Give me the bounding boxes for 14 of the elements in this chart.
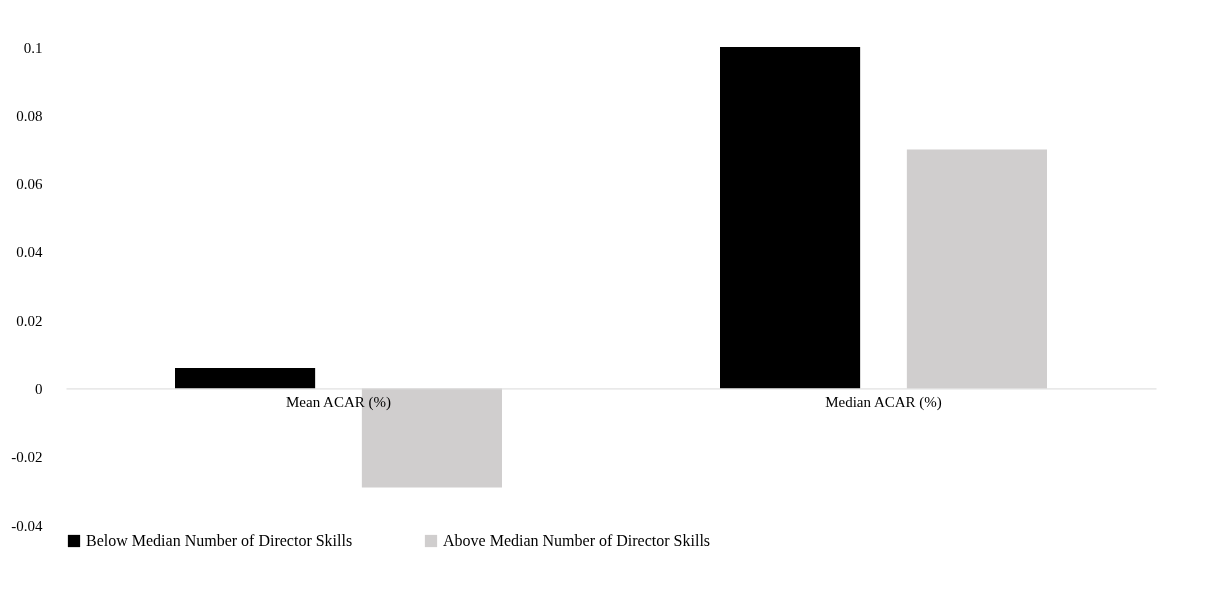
legend-label: Above Median Number of Director Skills [443, 532, 711, 549]
y-tick-label: 0.02 [16, 312, 43, 329]
bar [720, 47, 861, 389]
y-tick-label: 0.08 [16, 107, 43, 124]
y-tick-label: 0.04 [16, 244, 43, 261]
y-tick-label: 0.1 [23, 39, 43, 56]
x-tick-label: Mean ACAR (%) [286, 393, 391, 411]
y-tick-label: 0.06 [16, 176, 43, 193]
bar [175, 367, 316, 389]
legend-label: Below Median Number of Director Skills [86, 532, 353, 549]
y-tick-label: -0.04 [11, 517, 43, 534]
y-tick-label: -0.02 [11, 449, 43, 466]
y-tick-label: 0 [35, 380, 43, 397]
x-tick-label: Median ACAR (%) [825, 393, 942, 411]
